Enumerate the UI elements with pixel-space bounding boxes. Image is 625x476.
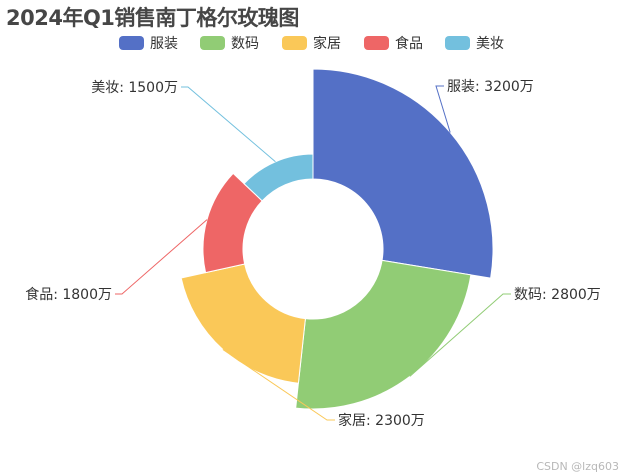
data-label-food: 食品: 1800万 bbox=[25, 286, 112, 303]
legend-label: 数码 bbox=[231, 36, 259, 52]
legend-item-digital[interactable]: 数码 bbox=[200, 32, 259, 54]
legend: 服装 数码 家居 食品 美妆 bbox=[0, 32, 625, 54]
legend-swatch bbox=[200, 36, 225, 50]
legend-item-home[interactable]: 家居 bbox=[282, 32, 341, 54]
rose-slice-home[interactable] bbox=[180, 263, 306, 384]
leader-line-food bbox=[115, 219, 208, 295]
data-label-beauty: 美妆: 1500万 bbox=[91, 80, 178, 96]
leader-line-beauty bbox=[181, 86, 276, 163]
legend-swatch bbox=[445, 36, 470, 50]
legend-label: 家居 bbox=[313, 36, 341, 52]
leader-line-digital bbox=[409, 293, 511, 377]
data-label-digital: 数码: 2800万 bbox=[514, 287, 601, 303]
legend-swatch bbox=[282, 36, 307, 50]
legend-item-beauty[interactable]: 美妆 bbox=[445, 32, 504, 54]
legend-item-food[interactable]: 食品 bbox=[364, 32, 423, 54]
chart-title: 2024年Q1销售南丁格尔玫瑰图 bbox=[6, 6, 299, 30]
rose-slice-beauty[interactable] bbox=[243, 153, 314, 202]
data-label-home: 家居: 2300万 bbox=[338, 412, 425, 429]
watermark: CSDN @lzq603 bbox=[536, 460, 619, 473]
legend-label: 食品 bbox=[395, 36, 423, 52]
rose-slice-food[interactable] bbox=[202, 172, 263, 274]
leader-line-clothing bbox=[435, 85, 451, 133]
rose-slice-digital[interactable] bbox=[295, 259, 472, 410]
leader-line-home bbox=[222, 349, 335, 421]
data-label-clothing: 服装: 3200万 bbox=[447, 79, 534, 95]
legend-label: 服装 bbox=[150, 36, 178, 52]
rose-slice-clothing[interactable] bbox=[312, 68, 494, 279]
legend-swatch bbox=[119, 36, 144, 50]
legend-label: 美妆 bbox=[476, 36, 504, 52]
legend-item-clothing[interactable]: 服装 bbox=[119, 32, 178, 54]
legend-swatch bbox=[364, 36, 389, 50]
